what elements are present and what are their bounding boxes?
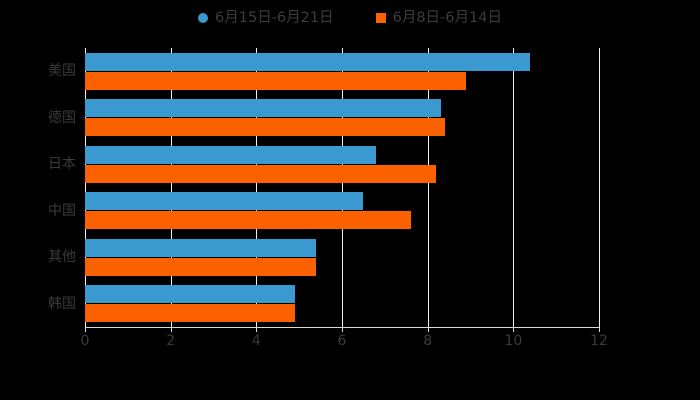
x-axis-tick-label: 6 xyxy=(337,333,347,349)
gridline xyxy=(256,48,257,327)
x-axis-tick-mark xyxy=(599,327,600,332)
y-axis-labels: 美国德国日本中国其他韩国 xyxy=(0,48,76,327)
bar[interactable] xyxy=(85,99,441,118)
y-axis-category-label: 日本 xyxy=(48,156,76,173)
gridline xyxy=(428,48,429,327)
x-axis-tick-label: 4 xyxy=(251,333,261,349)
bar[interactable] xyxy=(85,52,531,71)
x-axis-tick-mark xyxy=(256,327,257,332)
x-axis-tick-mark xyxy=(342,327,343,332)
y-axis-category-label: 美国 xyxy=(48,63,76,80)
bar-group xyxy=(85,52,599,90)
x-axis-tick-mark xyxy=(171,327,172,332)
y-axis-category-label: 其他 xyxy=(48,249,76,266)
x-axis-tick-label: 10 xyxy=(504,333,523,349)
gridline xyxy=(599,48,600,327)
chart-legend: 6月15日-6月21日 6月8日-6月14日 xyxy=(0,6,700,30)
y-axis-category-label: 德国 xyxy=(48,109,76,126)
legend-label: 6月8日-6月14日 xyxy=(392,9,502,26)
legend-item[interactable]: 6月8日-6月14日 xyxy=(375,9,502,26)
plot-area xyxy=(85,48,600,327)
y-axis-category-label: 韩国 xyxy=(48,295,76,312)
bar-group xyxy=(85,285,599,323)
circle-marker-icon xyxy=(198,13,209,23)
x-axis-tick-mark xyxy=(85,327,86,332)
bar[interactable] xyxy=(85,211,411,230)
x-axis-tick-mark xyxy=(513,327,514,332)
bar[interactable] xyxy=(85,145,377,164)
bar-group xyxy=(85,238,599,276)
gridline xyxy=(171,48,172,327)
gridline xyxy=(513,48,514,327)
bar[interactable] xyxy=(85,285,295,304)
bar[interactable] xyxy=(85,257,317,276)
legend-item[interactable]: 6月15日-6月21日 xyxy=(198,11,334,26)
gridline xyxy=(85,48,86,327)
bar-group xyxy=(85,145,599,183)
bar[interactable] xyxy=(85,304,295,323)
x-axis-tick-label: 8 xyxy=(423,333,433,349)
bar[interactable] xyxy=(85,238,317,257)
x-axis-tick-label: 12 xyxy=(590,333,608,349)
bar[interactable] xyxy=(85,192,364,211)
bar[interactable] xyxy=(85,71,467,90)
bar[interactable] xyxy=(85,164,437,183)
x-axis-tick-label: 0 xyxy=(80,333,90,349)
x-axis-labels: 0 2 4 6 8 10 12 xyxy=(0,332,700,356)
gridline xyxy=(342,48,343,327)
legend-label: 6月15日-6月21日 xyxy=(215,9,334,26)
bar-group xyxy=(85,192,599,230)
bar[interactable] xyxy=(85,118,445,137)
square-marker-icon xyxy=(375,13,386,23)
x-axis-tick-label: 2 xyxy=(166,333,176,349)
x-axis-tick-mark xyxy=(428,327,429,332)
bar-group xyxy=(85,99,599,137)
y-axis-category-label: 中国 xyxy=(48,202,76,219)
